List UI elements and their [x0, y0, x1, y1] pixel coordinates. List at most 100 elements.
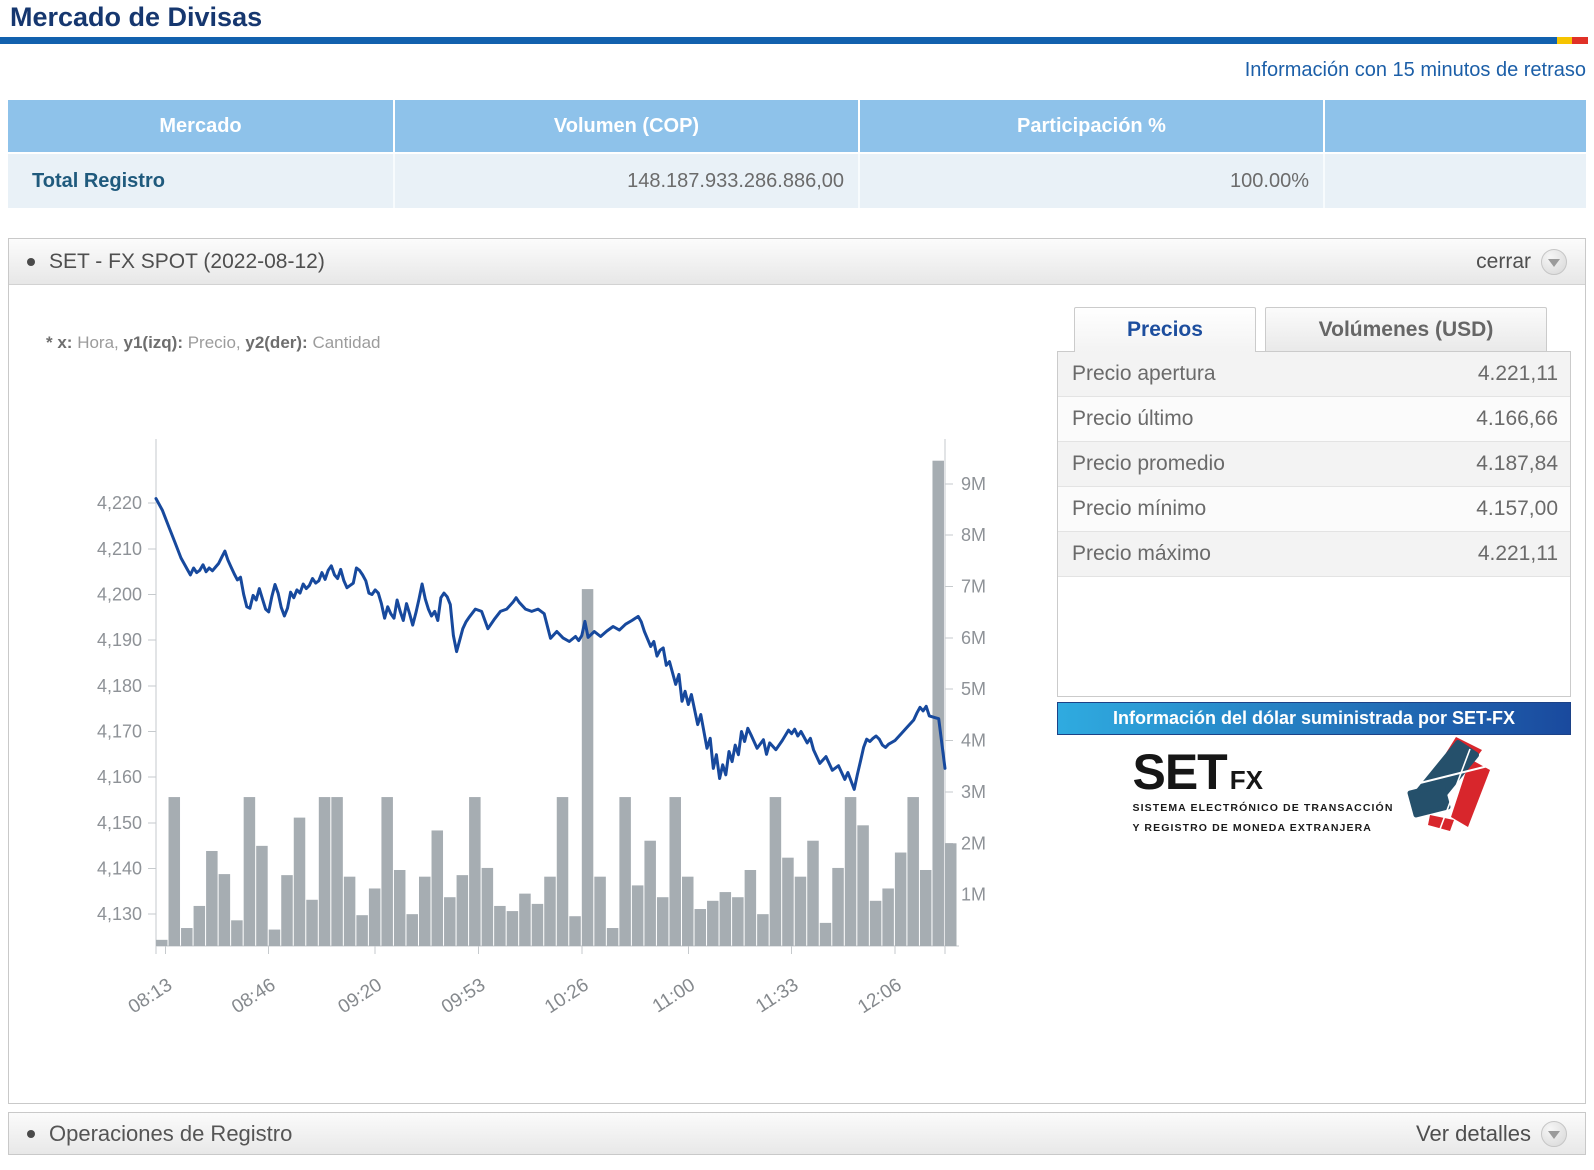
price-line — [154, 497, 947, 791]
volume-bar — [293, 817, 306, 946]
note-x-key: * x: — [46, 333, 73, 352]
collapse-chevron-icon[interactable] — [1541, 248, 1567, 275]
y2-tick-label: 5M — [961, 679, 986, 699]
setfx-logo-text: SET FX SISTEMA ELECTRÓNICO DE TRANSACCIÓN… — [1132, 747, 1393, 837]
footer-title: Operaciones de Registro — [49, 1120, 293, 1146]
chart-axis-note: * x: Hora, y1(izq): Precio, y2(der): Can… — [46, 333, 381, 353]
x-tick-label: 11:33 — [752, 975, 802, 1018]
volume-bar — [732, 897, 744, 946]
spot-panel-header: SET - FX SPOT (2022-08-12) cerrar — [9, 239, 1585, 285]
volume-bar — [857, 825, 869, 946]
y1-tick-label: 4,170 — [97, 721, 142, 741]
volume-bar — [168, 797, 181, 946]
volume-bar — [656, 897, 669, 946]
y1-tick-label: 4,130 — [97, 904, 142, 924]
volume-bar — [882, 888, 894, 946]
stat-label: Precio último — [1072, 407, 1194, 430]
y1-tick-label: 4,200 — [97, 585, 142, 605]
y1-tick-label: 4,160 — [97, 767, 142, 787]
note-x-val: Hora, — [72, 333, 124, 352]
volume-bar — [218, 874, 231, 946]
stat-label: Precio promedio — [1072, 452, 1225, 475]
stat-row: Precio último 4.166,66 — [1058, 397, 1570, 442]
volume-bar — [606, 928, 619, 946]
volume-bar — [894, 852, 907, 946]
note-y1-val: Precio, — [183, 333, 246, 352]
cell-volumen-value: 148.187.933.286.886,00 — [395, 154, 860, 208]
stat-row: Precio mínimo 4.157,00 — [1058, 487, 1570, 532]
setfx-logo-mark — [1403, 737, 1492, 831]
stat-label: Precio apertura — [1072, 362, 1216, 385]
volume-bar — [243, 797, 256, 946]
y2-tick-label: 9M — [961, 474, 986, 494]
volume-bar — [644, 840, 656, 946]
x-tick-label: 08:13 — [125, 975, 176, 1019]
col-header-mercado: Mercado — [8, 100, 395, 152]
volume-bar — [406, 914, 418, 946]
volume-bar — [819, 922, 832, 946]
volume-bar — [206, 850, 218, 946]
note-y2-key: y2(der): — [245, 333, 308, 352]
logo-tagline-1: SISTEMA ELECTRÓNICO DE TRANSACCIÓN — [1132, 802, 1394, 814]
volume-bar — [506, 911, 519, 946]
volume-bar — [631, 885, 644, 946]
tab-precios[interactable]: Precios — [1074, 307, 1256, 352]
summary-table: Mercado Volumen (COP) Participación % To… — [8, 100, 1586, 208]
x-tick-label: 09:53 — [438, 975, 489, 1019]
cerrar-link[interactable]: cerrar — [1476, 249, 1531, 273]
details-chevron-icon[interactable] — [1541, 1120, 1567, 1147]
stats-tabs: Precios Volúmenes (USD) — [1057, 307, 1571, 352]
page-title: Mercado de Divisas — [10, 2, 263, 32]
ver-detalles-link[interactable]: Ver detalles — [1416, 1120, 1531, 1146]
volume-bar — [494, 905, 506, 946]
volume-bar — [581, 589, 594, 946]
logo-tagline-2: Y REGISTRO DE MONEDA EXTRANJERA — [1132, 821, 1372, 834]
stat-value: 4.221,11 — [1477, 542, 1558, 565]
stat-label: Precio mínimo — [1072, 497, 1207, 520]
volume-bar — [569, 916, 581, 946]
stat-value: 4.221,11 — [1477, 362, 1558, 385]
y2-tick-label: 8M — [961, 525, 986, 545]
y1-tick-label: 4,150 — [97, 813, 142, 833]
volume-bar — [231, 920, 243, 946]
col-header-empty — [1325, 100, 1586, 152]
volume-bar — [343, 876, 356, 946]
volume-bar — [682, 876, 694, 946]
volume-bar — [544, 876, 556, 946]
volume-bar — [769, 797, 782, 946]
volume-bar — [519, 893, 531, 946]
volume-bar — [531, 903, 544, 946]
price-stats-box: Precio apertura 4.221,11 Precio último 4.16… — [1057, 351, 1571, 697]
volume-bar — [331, 797, 343, 946]
volume-bar — [719, 892, 732, 946]
volume-bar — [869, 900, 882, 946]
stat-row: Precio máximo 4.221,11 — [1058, 532, 1570, 577]
volume-bar — [181, 928, 193, 946]
volume-bar — [256, 845, 268, 946]
volume-bar — [444, 897, 456, 946]
volume-bar — [694, 909, 707, 946]
cell-empty — [1325, 154, 1586, 208]
volume-bar — [907, 797, 919, 946]
y2-tick-label: 3M — [961, 782, 986, 802]
volume-bar — [368, 888, 381, 946]
y1-tick-label: 4,210 — [97, 539, 142, 559]
volume-bar — [919, 869, 932, 946]
volume-bar — [268, 929, 281, 946]
volume-bar — [844, 797, 857, 946]
flag-yellow-segment — [1557, 37, 1572, 44]
y1-tick-label: 4,190 — [97, 630, 142, 650]
x-tick-label: 10:26 — [541, 975, 592, 1019]
stat-label: Precio máximo — [1072, 542, 1211, 565]
x-tick-label: 12:06 — [854, 975, 905, 1019]
cell-total-registro: Total Registro — [8, 154, 395, 208]
y2-tick-label: 1M — [961, 885, 986, 905]
stat-value: 4.166,66 — [1476, 407, 1558, 430]
volume-bar — [932, 460, 944, 946]
price-stats-panel: Precios Volúmenes (USD) Precio apertura 4… — [1057, 307, 1571, 837]
bullet-icon — [27, 1129, 35, 1138]
tab-volumenes[interactable]: Volúmenes (USD) — [1265, 307, 1547, 351]
volume-bar — [393, 869, 406, 946]
y2-tick-label: 7M — [961, 577, 986, 597]
volume-bar — [556, 797, 569, 946]
